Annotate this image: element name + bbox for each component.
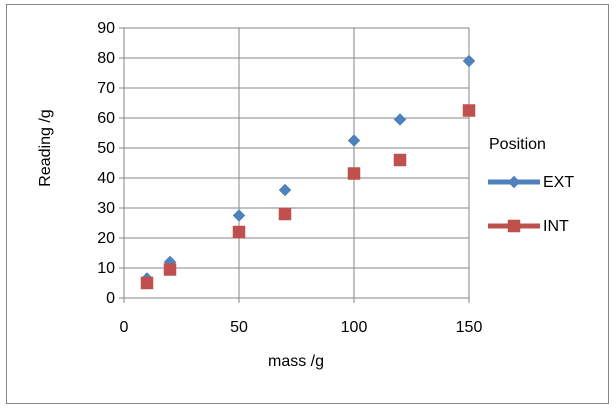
y-tick-label: 90 — [97, 20, 115, 37]
x-axis-title: mass /g — [268, 353, 324, 370]
data-point-int — [462, 104, 476, 117]
data-points — [140, 54, 476, 290]
legend-label: INT — [543, 218, 569, 235]
legend-item-ext: EXT — [488, 174, 574, 191]
tick-labels: 0 10 20 30 40 50 60 70 80 90 0 50 100 150 — [97, 20, 482, 336]
y-tick-label: 40 — [97, 170, 115, 187]
data-point-ext — [462, 54, 476, 68]
y-tick-label: 80 — [97, 50, 115, 67]
y-tick-label: 20 — [97, 230, 115, 247]
legend: Position EXT INT — [488, 136, 574, 235]
x-tick-label: 0 — [120, 319, 129, 336]
y-axis-title: Reading /g — [37, 109, 54, 186]
data-point-int — [163, 263, 177, 276]
x-tick-label: 150 — [456, 319, 483, 336]
data-point-int — [347, 167, 361, 180]
legend-title: Position — [489, 136, 546, 153]
x-tick-label: 100 — [341, 319, 368, 336]
y-tick-label: 0 — [106, 290, 115, 307]
data-point-int — [232, 225, 246, 239]
chart-frame — [6, 4, 609, 404]
y-tick-label: 60 — [97, 110, 115, 127]
data-point-int — [140, 276, 154, 290]
x-tick-label: 50 — [230, 319, 248, 336]
data-point-int — [393, 153, 407, 167]
series-ext — [140, 54, 476, 285]
data-point-ext — [393, 113, 407, 126]
legend-marker — [507, 175, 521, 189]
series-int — [140, 104, 476, 290]
legend-label: EXT — [543, 174, 574, 191]
y-tick-label: 30 — [97, 200, 115, 217]
legend-item-int: INT — [488, 218, 569, 235]
y-tick-label: 70 — [97, 80, 115, 97]
data-point-ext — [278, 183, 292, 197]
data-point-int — [278, 207, 292, 221]
grid-lines — [124, 27, 470, 298]
data-point-ext — [347, 134, 361, 147]
legend-marker — [507, 219, 521, 233]
data-point-ext — [232, 209, 246, 222]
y-tick-label: 10 — [97, 260, 115, 277]
axes — [119, 27, 470, 303]
y-tick-label: 50 — [97, 140, 115, 157]
